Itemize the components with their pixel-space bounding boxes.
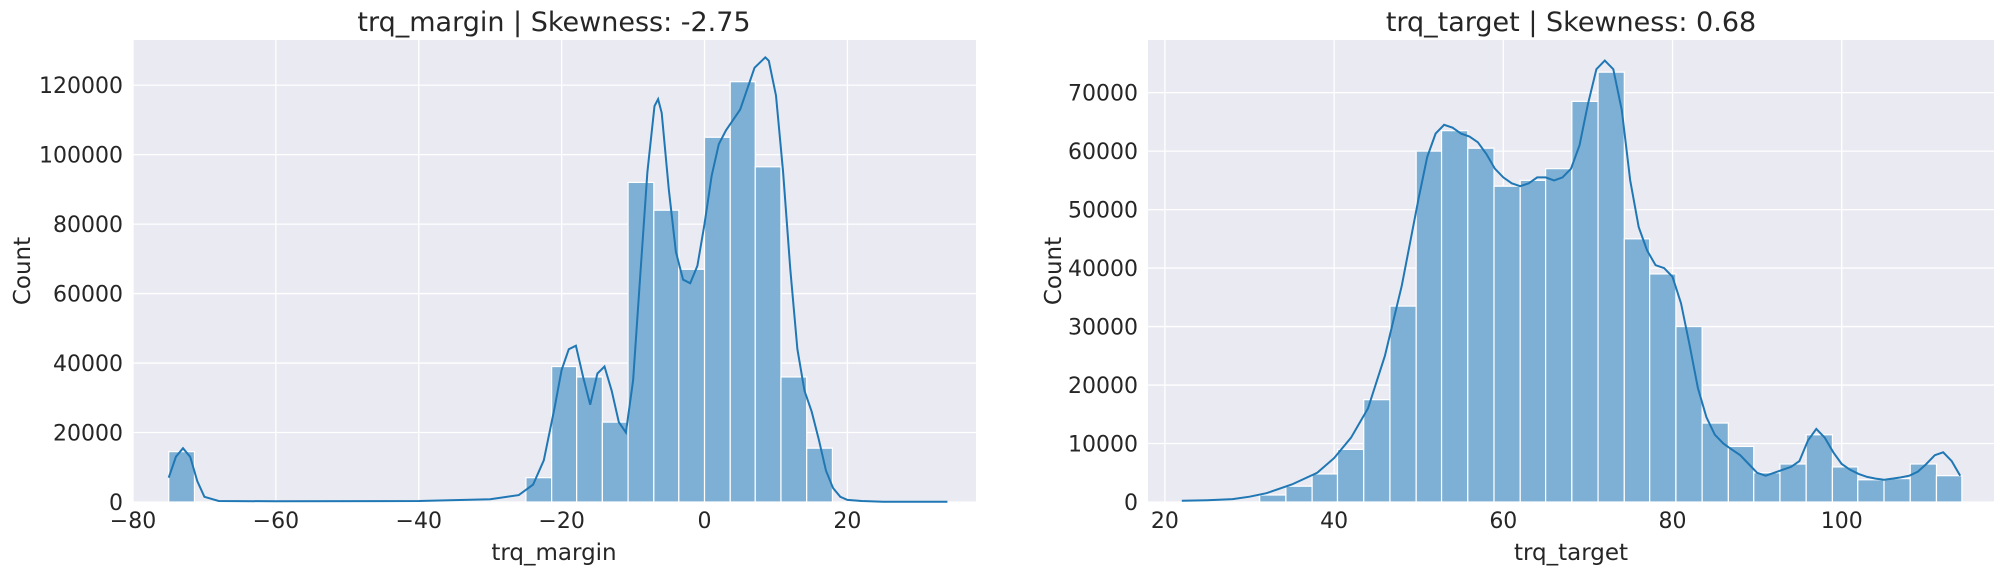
x-tick-label: 100: [1821, 509, 1863, 534]
x-tick-label: 0: [698, 509, 712, 534]
y-tick-label: 120000: [39, 74, 123, 99]
x-tick-labels-2: 20 40 60 80 100: [1151, 509, 1863, 534]
histogram-bar: [1883, 478, 1911, 503]
y-tick-label: 40000: [1068, 257, 1138, 282]
histogram-bar: [1623, 238, 1651, 503]
histogram-bar: [525, 477, 553, 503]
histogram-bar: [627, 181, 655, 503]
bars-1: [168, 81, 834, 503]
histogram-bar: [1909, 463, 1938, 503]
x-tick-labels-1: −80 −60 −40 −20 0 20: [110, 509, 862, 534]
y-tick-labels-1: 0 20000 40000 60000 80000 100000 120000: [39, 74, 123, 516]
y-axis-label-2: Count: [1041, 237, 1067, 305]
histogram-bar: [1571, 100, 1599, 503]
kde-line-2: [1181, 59, 1962, 502]
y-tick-label: 60000: [53, 283, 123, 308]
histogram-bar: [1519, 179, 1547, 503]
x-tick-label: 20: [1151, 509, 1179, 534]
y-tick-label: 20000: [1068, 374, 1138, 399]
histogram-bar: [1779, 463, 1807, 503]
histogram-bar: [551, 365, 578, 503]
x-tick-label: −80: [110, 509, 156, 534]
chart-title-2: trq_target | Skewness: 0.68: [1386, 7, 1756, 38]
histogram-bar: [1805, 434, 1834, 503]
chart-title-1: trq_margin | Skewness: -2.75: [357, 7, 750, 38]
y-tick-label: 40000: [53, 352, 123, 377]
x-tick-label: −40: [396, 509, 442, 534]
bars-2: [1259, 71, 1963, 503]
histogram-bar: [806, 447, 834, 503]
y-tick-label: 10000: [1068, 433, 1138, 458]
histogram-bar: [1753, 472, 1781, 503]
y-tick-label: 80000: [53, 213, 123, 238]
histogram-bar: [1675, 325, 1703, 503]
histogram-bar: [576, 376, 603, 503]
histogram-bar: [1545, 168, 1573, 503]
histogram-bar: [780, 376, 808, 503]
histogram-bar: [1440, 130, 1469, 503]
y-tick-label: 30000: [1068, 316, 1138, 341]
histogram-bar: [601, 421, 629, 503]
histogram-bar: [653, 209, 680, 503]
x-tick-label: −20: [538, 509, 584, 534]
kde-line-1: [167, 56, 948, 503]
y-tick-labels-2: 0 10000 20000 30000 40000 50000 60000 70000: [1068, 82, 1138, 516]
y-tick-label: 20000: [53, 422, 123, 447]
y-tick-label: 0: [1124, 491, 1138, 516]
y-axis-label-1: Count: [10, 237, 36, 305]
y-tick-label: 100000: [39, 144, 123, 169]
x-axis-label-1: trq_margin: [491, 540, 616, 566]
histogram-bar: [1935, 475, 1963, 503]
panel-trq-target: 20 40 60 80 100 0 10000 20000 30000 40000 50000 60…: [1041, 7, 1994, 566]
x-axis-label-2: trq_target: [1514, 540, 1628, 566]
y-tick-label: 0: [109, 491, 123, 516]
x-tick-label: 80: [1659, 509, 1687, 534]
histogram-bar: [1597, 71, 1625, 503]
x-tick-label: −60: [253, 509, 299, 534]
y-tick-label: 70000: [1068, 82, 1138, 107]
histogram-bar: [1285, 485, 1313, 503]
histogram-bar: [1493, 185, 1521, 503]
panel-trq-margin: −80 −60 −40 −20 0 20 0 20000 40000 60000 80000 100…: [10, 7, 976, 566]
histogram-bar: [1389, 305, 1417, 503]
histogram-bar: [1649, 273, 1677, 503]
histogram-bar: [729, 81, 756, 503]
x-tick-label: 20: [833, 509, 861, 534]
x-tick-label: 60: [1489, 509, 1517, 534]
histogram-bar: [1363, 399, 1391, 503]
histogram-bar: [754, 166, 782, 503]
histogram-bar: [1467, 147, 1495, 503]
histogram-bar: [678, 268, 706, 503]
y-tick-label: 60000: [1068, 140, 1138, 165]
histogram-bar: [1311, 473, 1339, 503]
y-tick-label: 50000: [1068, 199, 1138, 224]
histogram-bar: [1415, 150, 1443, 503]
histogram-bar: [1857, 479, 1885, 503]
histogram-bar: [1336, 448, 1365, 503]
histogram-bar: [1259, 494, 1287, 503]
grid-1: [132, 40, 976, 503]
x-tick-label: 40: [1320, 509, 1348, 534]
